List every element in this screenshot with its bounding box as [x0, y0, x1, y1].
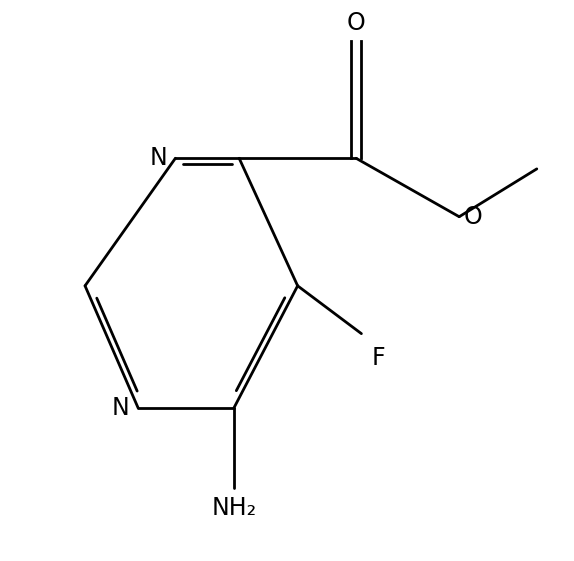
Text: O: O: [347, 11, 366, 35]
Text: O: O: [463, 205, 482, 229]
Text: N: N: [149, 146, 167, 170]
Text: F: F: [372, 346, 386, 370]
Text: N: N: [112, 396, 130, 420]
Text: NH₂: NH₂: [211, 496, 257, 520]
